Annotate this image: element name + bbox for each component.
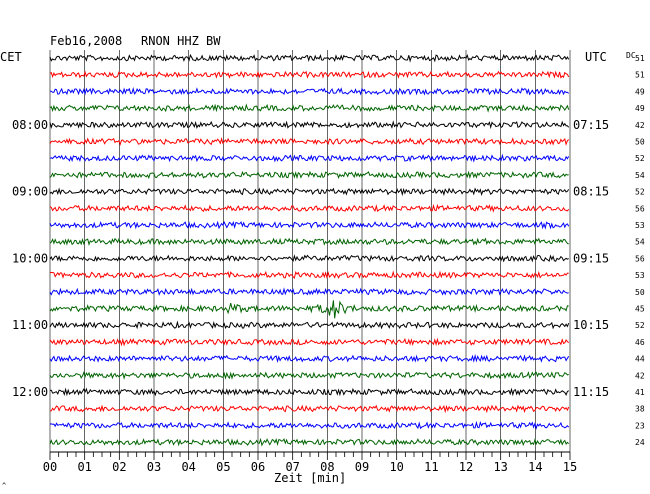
- seismic-trace: [50, 86, 570, 96]
- dc-offset-label: 49: [635, 104, 645, 113]
- dc-offset-label: 42: [635, 121, 645, 130]
- dc-header-label: DC: [626, 51, 636, 60]
- dc-offset-label: 44: [635, 355, 645, 364]
- x-tick-label: 02: [112, 460, 126, 474]
- seismic-trace: [49, 170, 569, 180]
- seismic-trace: [49, 387, 570, 397]
- dc-offset-label: 51: [635, 71, 645, 80]
- x-tick-label: 14: [528, 460, 542, 474]
- x-tick-label: 15: [563, 460, 577, 474]
- x-tick-label: 09: [355, 460, 369, 474]
- x-tick-label: 12: [459, 460, 473, 474]
- left-zone-label: CET: [0, 50, 22, 64]
- seismic-trace: [49, 300, 569, 319]
- chart-station: RNON HHZ BW: [141, 34, 221, 48]
- x-tick-label: 04: [181, 460, 195, 474]
- corner-mark: ^: [2, 482, 6, 490]
- x-tick-label: 06: [251, 460, 265, 474]
- x-tick-label: 08: [320, 460, 334, 474]
- seismic-trace: [49, 371, 569, 380]
- dc-offset-label: 53: [635, 271, 645, 280]
- dc-offset-label: 56: [635, 254, 645, 263]
- seismic-trace: [49, 254, 569, 263]
- seismic-trace: [49, 320, 570, 330]
- dc-offset-label: 52: [635, 321, 645, 330]
- right-time-label: 10:15: [573, 318, 609, 332]
- dc-offset-label: 49: [635, 87, 645, 96]
- trace-group: [49, 53, 570, 447]
- x-tick-label: 07: [285, 460, 299, 474]
- dc-offset-label: 46: [635, 338, 645, 347]
- right-time-label: 11:15: [573, 385, 609, 399]
- seismic-trace: [49, 103, 570, 113]
- seismic-trace: [49, 437, 570, 447]
- dc-offset-label: 38: [635, 405, 645, 414]
- dc-offset-label: 24: [635, 438, 645, 447]
- seismic-trace: [49, 337, 570, 347]
- x-axis-label: Zeit [min]: [274, 471, 346, 485]
- seismic-trace: [49, 70, 570, 79]
- right-time-label: 09:15: [573, 251, 609, 265]
- left-time-label: 10:00: [12, 251, 48, 265]
- seismic-trace: [49, 203, 570, 213]
- x-tick-label: 01: [77, 460, 91, 474]
- seismic-trace: [49, 120, 570, 130]
- dc-offset-label: 56: [635, 204, 645, 213]
- chart-date: Feb16,2008: [50, 34, 122, 48]
- grid-lines: [49, 50, 571, 452]
- seismic-trace: [49, 420, 570, 430]
- seismic-trace: [49, 187, 570, 197]
- right-time-label: 08:15: [573, 185, 609, 199]
- dc-offset-labels: 51 51 49 49 42 50 52 54 52 56 53 54 56 53 50 45 52 46 44 42…: [635, 54, 645, 447]
- dc-offset-label: 50: [635, 288, 645, 297]
- right-time-labels: 07:15 08:15 09:15 10:15 11:15: [573, 118, 609, 399]
- dc-offset-label: 42: [635, 371, 645, 380]
- left-time-labels: 08:00 09:00 10:00 11:00 12:00: [12, 118, 48, 399]
- left-time-label: 08:00: [12, 118, 48, 132]
- left-time-label: 09:00: [12, 185, 48, 199]
- dc-offset-label: 41: [635, 388, 645, 397]
- dc-offset-label: 45: [635, 305, 645, 314]
- dc-offset-label: 52: [635, 154, 645, 163]
- seismic-trace: [49, 237, 569, 246]
- right-zone-label: UTC: [585, 50, 607, 64]
- dc-offset-label: 53: [635, 221, 645, 230]
- x-tick-label: 11: [424, 460, 438, 474]
- seismic-trace: [49, 136, 570, 146]
- x-axis: 00 01 02 03 04 05 06 07 08 09 10 11 12 13 14 15: [43, 451, 577, 474]
- right-time-label: 07:15: [573, 118, 609, 132]
- dc-offset-label: 23: [635, 421, 645, 430]
- dc-offset-label: 52: [635, 188, 645, 197]
- dc-offset-label: 54: [635, 171, 645, 180]
- x-tick-label: 10: [389, 460, 403, 474]
- x-tick-label: 05: [216, 460, 230, 474]
- seismic-trace: [49, 53, 570, 63]
- x-tick-label: 03: [147, 460, 161, 474]
- seismic-trace: [49, 270, 569, 280]
- left-time-label: 11:00: [12, 318, 48, 332]
- dc-offset-label: 54: [635, 238, 645, 247]
- x-tick-label: 13: [493, 460, 507, 474]
- dc-offset-label: 51: [635, 54, 645, 63]
- seismic-trace: [49, 153, 570, 163]
- seismic-trace: [49, 404, 570, 414]
- left-time-label: 12:00: [12, 385, 48, 399]
- seismic-trace: [49, 353, 570, 363]
- seismic-trace: [49, 287, 569, 296]
- dc-offset-label: 50: [635, 138, 645, 147]
- seismic-trace: [49, 220, 570, 230]
- x-tick-label: 00: [43, 460, 57, 474]
